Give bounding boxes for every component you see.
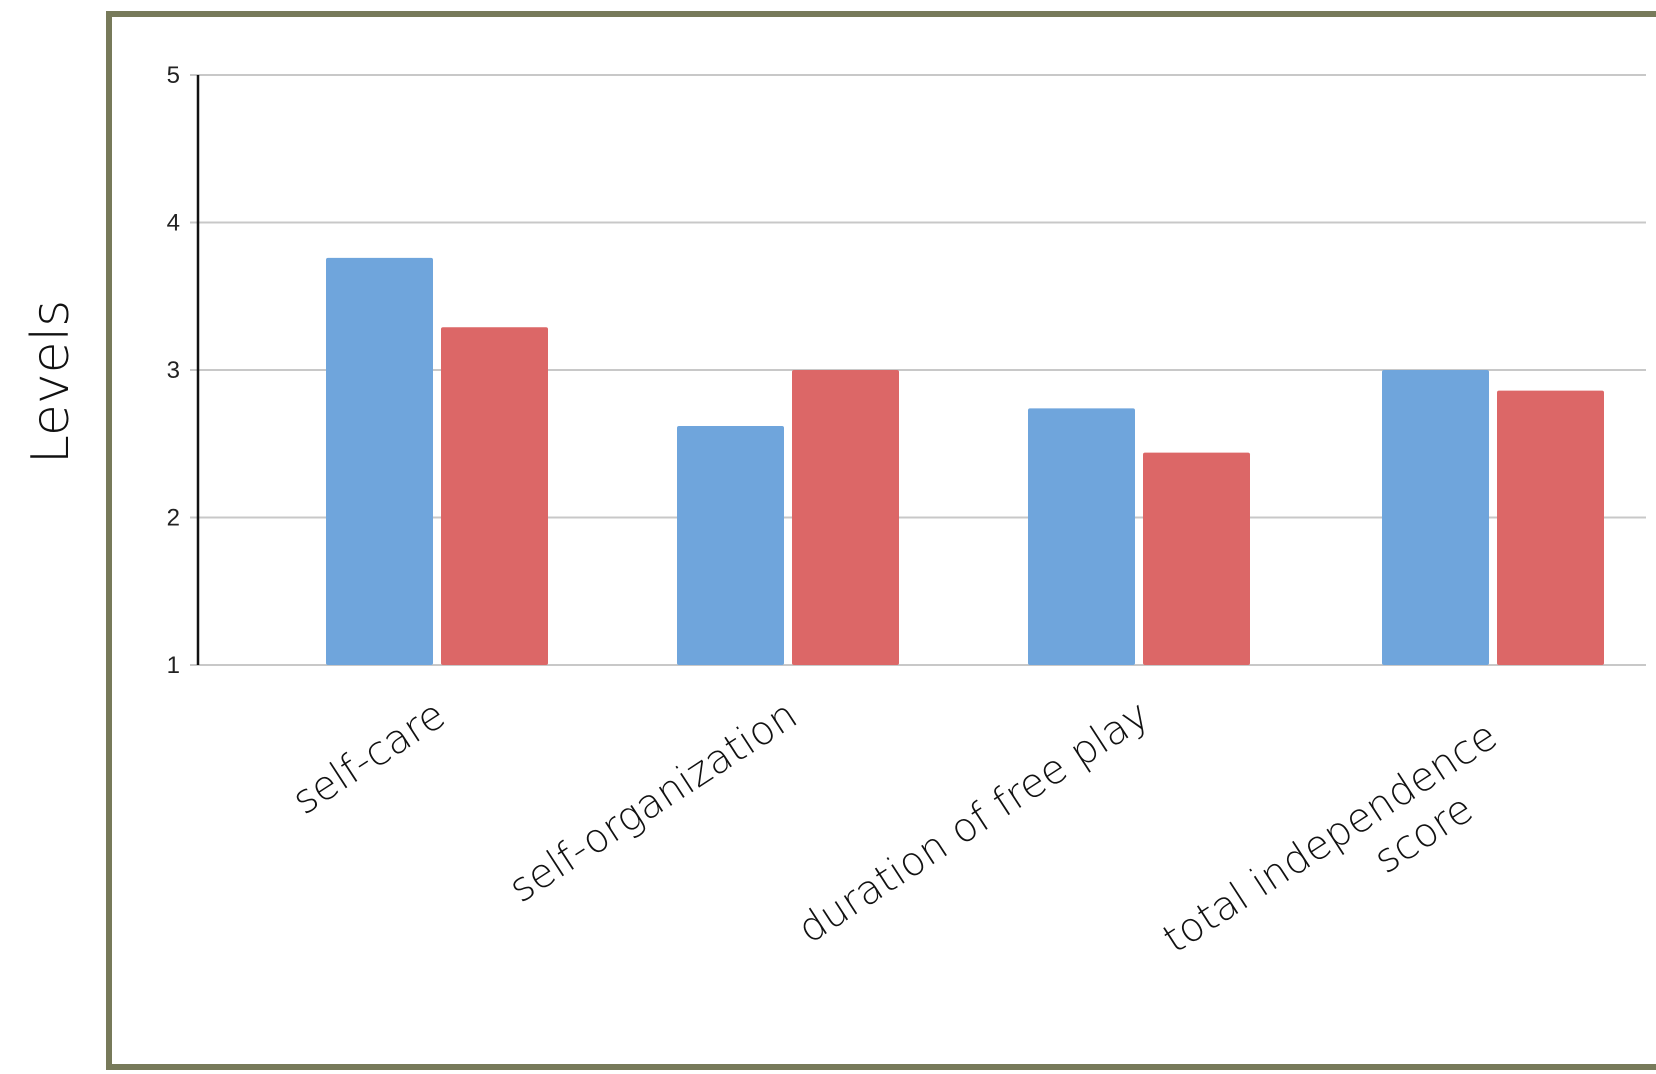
y-axis-label: Levels: [21, 300, 81, 464]
x-category-label: self-care: [284, 692, 453, 824]
bar-series-1-cat-1: [326, 257, 433, 665]
bar-series-2-cat-2: [792, 370, 899, 665]
bar-series-2-cat-4: [1497, 390, 1604, 665]
y-tick-label: 3: [167, 357, 180, 384]
bar-series-1-cat-4: [1382, 370, 1489, 665]
y-tick-label: 5: [167, 62, 180, 89]
bar-series-2-cat-3: [1143, 452, 1250, 665]
y-tick-label: 2: [167, 505, 180, 532]
y-tick-label: 1: [167, 652, 180, 679]
x-category-label: self-organization: [501, 692, 805, 912]
x-category-label: duration of free play: [790, 692, 1158, 953]
bar-series-1-cat-2: [677, 426, 784, 665]
y-tick-label: 4: [167, 210, 180, 237]
x-category-label: total independencescore: [1155, 713, 1532, 1003]
bars: [326, 257, 1604, 665]
bar-series-2-cat-1: [441, 327, 548, 665]
bar-series-1-cat-3: [1028, 408, 1135, 665]
